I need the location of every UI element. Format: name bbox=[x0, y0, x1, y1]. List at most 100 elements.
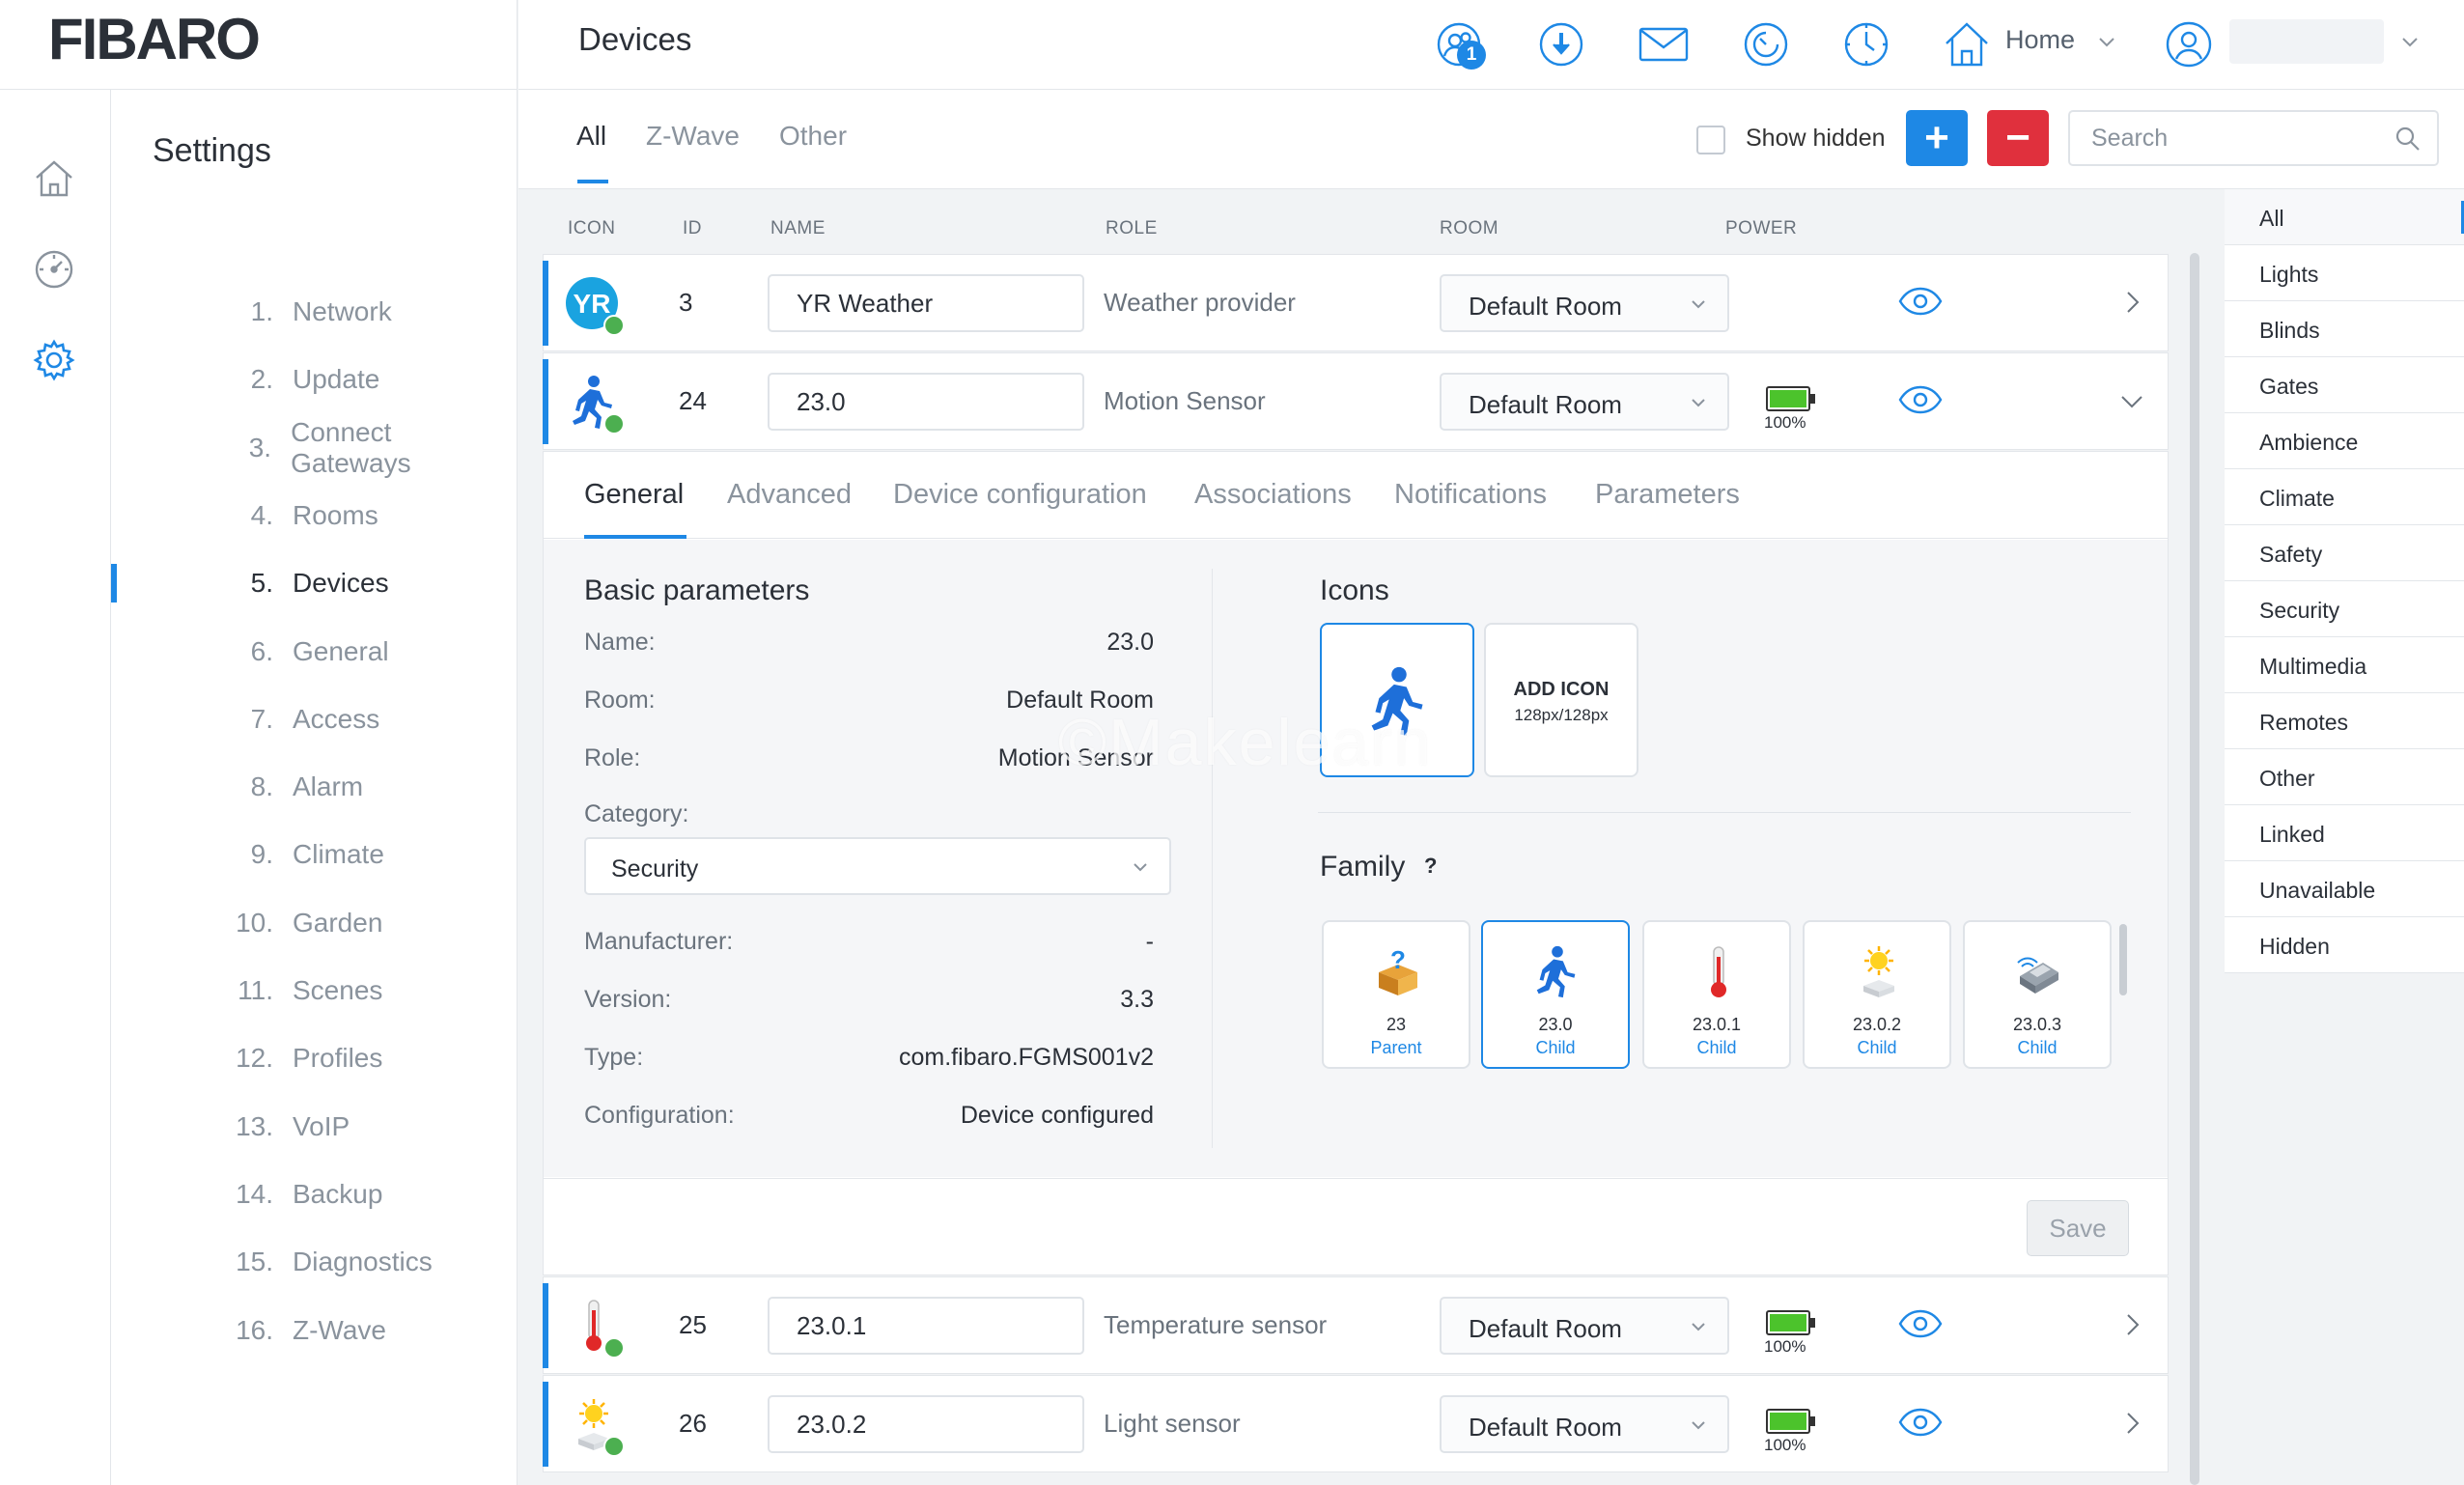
user-chevron-icon[interactable] bbox=[2401, 37, 2419, 48]
settings-nav-item[interactable]: 14. Backup bbox=[111, 1165, 517, 1223]
visibility-eye-icon[interactable] bbox=[1898, 385, 1943, 414]
user-account-button[interactable] bbox=[2160, 15, 2218, 73]
category-item[interactable]: Gates bbox=[2225, 357, 2464, 413]
room-select[interactable]: Default Room bbox=[1440, 1297, 1729, 1355]
tab-notifications[interactable]: Notifications bbox=[1394, 479, 1547, 510]
search-input[interactable] bbox=[2089, 124, 2379, 154]
tab-other[interactable]: Other bbox=[779, 121, 848, 151]
settings-nav-label: Profiles bbox=[293, 1043, 383, 1074]
device-name-field[interactable] bbox=[768, 1395, 1084, 1453]
settings-nav-item[interactable]: 6. General bbox=[111, 623, 517, 681]
chevron-right-icon[interactable] bbox=[2125, 290, 2141, 315]
settings-nav-item[interactable]: 4. Rooms bbox=[111, 487, 517, 545]
tab-zwave[interactable]: Z-Wave bbox=[646, 121, 740, 151]
chevron-right-icon[interactable] bbox=[2125, 1411, 2141, 1436]
category-item[interactable]: Ambience bbox=[2225, 413, 2464, 469]
tab-device-configuration[interactable]: Device configuration bbox=[893, 479, 1147, 510]
download-button[interactable] bbox=[1532, 15, 1590, 73]
category-item[interactable]: Remotes bbox=[2225, 693, 2464, 749]
category-item[interactable]: All bbox=[2225, 189, 2464, 245]
tab-general[interactable]: General bbox=[584, 479, 685, 510]
settings-nav-item[interactable]: 10. Garden bbox=[111, 894, 517, 952]
device-row[interactable]: 26 Light sensor Default Room 100% bbox=[543, 1375, 2169, 1472]
settings-nav-item[interactable]: 2. Update bbox=[111, 350, 517, 408]
device-name-field[interactable] bbox=[768, 1297, 1084, 1355]
chevron-down-icon[interactable] bbox=[2119, 394, 2144, 409]
history-button[interactable] bbox=[1737, 15, 1795, 73]
add-icon-card[interactable]: ADD ICON 128px/128px bbox=[1484, 623, 1638, 777]
settings-nav-item[interactable]: 1. Network bbox=[111, 283, 517, 341]
visibility-eye-icon[interactable] bbox=[1898, 1408, 1943, 1437]
version-value: 3.3 bbox=[1120, 986, 1154, 1013]
home-button[interactable] bbox=[1938, 15, 1996, 73]
messages-button[interactable] bbox=[1635, 15, 1693, 73]
visibility-eye-icon[interactable] bbox=[1898, 287, 1943, 316]
family-card[interactable]: 23.0 Child bbox=[1481, 920, 1630, 1069]
search-icon[interactable] bbox=[2394, 126, 2422, 153]
device-row-expanded[interactable]: 24 Motion Sensor Default Room 100% bbox=[543, 352, 2169, 450]
rail-home[interactable] bbox=[29, 154, 79, 204]
tab-parameters[interactable]: Parameters bbox=[1595, 479, 1740, 510]
visibility-eye-icon[interactable] bbox=[1898, 1309, 1943, 1338]
device-id: 25 bbox=[679, 1310, 707, 1339]
category-item[interactable]: Climate bbox=[2225, 469, 2464, 525]
settings-nav-item[interactable]: 13. VoIP bbox=[111, 1098, 517, 1156]
settings-nav-item[interactable]: 7. Access bbox=[111, 690, 517, 748]
top-header: Devices 1 Home bbox=[518, 0, 2464, 90]
settings-nav-item[interactable]: 12. Profiles bbox=[111, 1029, 517, 1087]
clock-button[interactable] bbox=[1837, 15, 1895, 73]
settings-nav-item[interactable]: 9. Climate bbox=[111, 826, 517, 883]
fibaro-logo[interactable]: FIBARO bbox=[48, 7, 261, 71]
family-card[interactable]: 23.0.2 Child bbox=[1803, 920, 1951, 1069]
device-list-scrollbar[interactable] bbox=[2190, 253, 2199, 1485]
settings-nav-item[interactable]: 5. Devices bbox=[111, 554, 517, 612]
category-item[interactable]: Multimedia bbox=[2225, 637, 2464, 693]
tab-advanced[interactable]: Advanced bbox=[727, 479, 852, 510]
users-button[interactable]: 1 bbox=[1430, 15, 1488, 73]
show-hidden-label[interactable]: Show hidden bbox=[1746, 125, 1886, 152]
column-divider bbox=[1212, 569, 1213, 1148]
rail-dashboard[interactable] bbox=[29, 244, 79, 294]
rail-settings[interactable] bbox=[29, 335, 79, 385]
room-select[interactable]: Default Room bbox=[1440, 1395, 1729, 1453]
current-icon-card[interactable] bbox=[1320, 623, 1474, 777]
home-selector-label[interactable]: Home bbox=[2005, 25, 2076, 54]
category-item[interactable]: Linked bbox=[2225, 805, 2464, 861]
category-select[interactable]: Security bbox=[584, 837, 1171, 895]
home-chevron-icon[interactable] bbox=[2098, 37, 2115, 48]
device-name-field[interactable] bbox=[768, 274, 1084, 332]
settings-nav-item[interactable]: 11. Scenes bbox=[111, 962, 517, 1020]
family-scrollbar[interactable] bbox=[2119, 924, 2127, 995]
tab-all[interactable]: All bbox=[576, 121, 607, 151]
vibration-sensor-icon bbox=[2017, 957, 2058, 994]
tab-associations[interactable]: Associations bbox=[1194, 479, 1352, 510]
category-item[interactable]: Hidden bbox=[2225, 917, 2464, 973]
room-select[interactable]: Default Room bbox=[1440, 373, 1729, 431]
settings-nav-item[interactable]: 8. Alarm bbox=[111, 758, 517, 816]
device-name-field[interactable] bbox=[768, 373, 1084, 431]
motion-sensor-icon bbox=[1536, 945, 1576, 998]
family-card[interactable]: ? 23 Parent bbox=[1322, 920, 1470, 1069]
remove-device-button[interactable]: − bbox=[1987, 110, 2049, 166]
category-item[interactable]: Blinds bbox=[2225, 301, 2464, 357]
room-select[interactable]: Default Room bbox=[1440, 274, 1729, 332]
chevron-right-icon[interactable] bbox=[2125, 1312, 2141, 1337]
family-card[interactable]: 23.0.1 Child bbox=[1642, 920, 1791, 1069]
category-item[interactable]: Unavailable bbox=[2225, 861, 2464, 917]
family-card[interactable]: 23.0.3 Child bbox=[1963, 920, 2112, 1069]
device-row[interactable]: 25 Temperature sensor Default Room 100% bbox=[543, 1276, 2169, 1374]
save-button[interactable]: Save bbox=[2027, 1200, 2129, 1256]
device-details-panel: General Advanced Device configuration As… bbox=[543, 451, 2169, 1275]
category-item[interactable]: Safety bbox=[2225, 525, 2464, 581]
device-row[interactable]: YR 3 Weather provider Default Room bbox=[543, 254, 2169, 351]
category-item[interactable]: Security bbox=[2225, 581, 2464, 637]
family-help-icon[interactable]: ? bbox=[1424, 854, 1438, 878]
settings-nav-item[interactable]: 15. Diagnostics bbox=[111, 1233, 517, 1291]
settings-nav-item[interactable]: 3. Connect Gateways bbox=[111, 417, 517, 478]
add-device-button[interactable]: + bbox=[1906, 110, 1968, 166]
category-item[interactable]: Other bbox=[2225, 749, 2464, 805]
category-item[interactable]: Lights bbox=[2225, 245, 2464, 301]
settings-nav-item[interactable]: 16. Z-Wave bbox=[111, 1302, 517, 1359]
details-footer: Save bbox=[544, 1178, 2168, 1275]
show-hidden-checkbox[interactable] bbox=[1696, 126, 1725, 154]
